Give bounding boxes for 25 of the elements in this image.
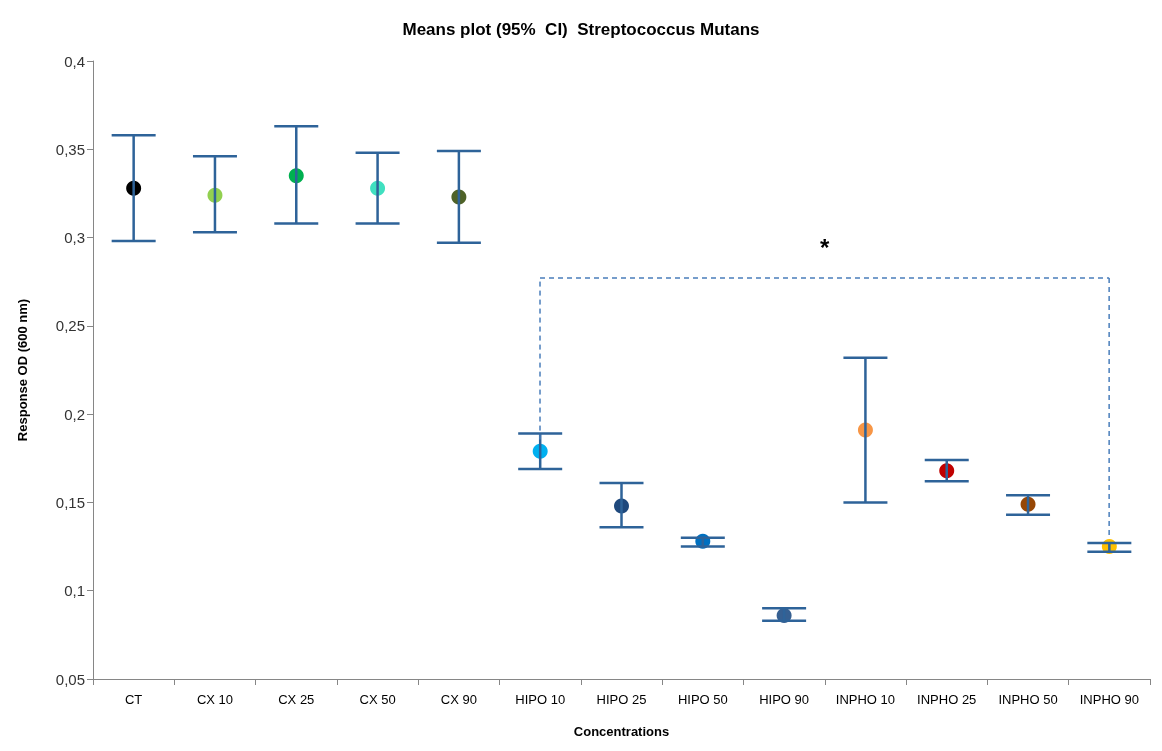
x-tick-label: INPHO 25 xyxy=(917,692,977,707)
y-tick-label: 0,4 xyxy=(64,52,85,70)
chart-title: Means plot (95% CI) Streptococcus Mutans xyxy=(402,20,760,39)
x-axis-title: Concentrations xyxy=(573,724,670,739)
x-tick-label: CX 90 xyxy=(440,692,477,707)
x-tick-label: CT xyxy=(124,692,143,707)
y-tick-label: 0,3 xyxy=(64,229,85,247)
x-tick-label: HIPO 10 xyxy=(515,692,566,707)
x-tick-label: HIPO 50 xyxy=(677,692,728,707)
x-tick-label: INPHO 50 xyxy=(998,692,1058,707)
x-tick-label: INPHO 10 xyxy=(835,692,896,707)
x-tick-label: HIPO 25 xyxy=(596,692,647,707)
y-tick-label: 0,05 xyxy=(55,670,85,688)
y-tick-label: 0,35 xyxy=(55,140,85,158)
y-tick-label: 0,25 xyxy=(55,317,85,335)
x-tick-label: CX 10 xyxy=(196,692,234,707)
y-tick-label: 0,1 xyxy=(64,582,85,600)
annotation: * xyxy=(820,234,831,262)
x-tick-label: CX 50 xyxy=(359,692,396,707)
x-tick-label: INPHO 90 xyxy=(1079,692,1139,707)
y-axis-title: Response OD (600 nm) xyxy=(15,298,30,442)
y-tick-label: 0,2 xyxy=(64,405,85,423)
x-tick-label: HIPO 90 xyxy=(759,692,810,707)
x-tick-label: CX 25 xyxy=(278,692,315,707)
y-tick-label: 0,15 xyxy=(55,493,85,511)
